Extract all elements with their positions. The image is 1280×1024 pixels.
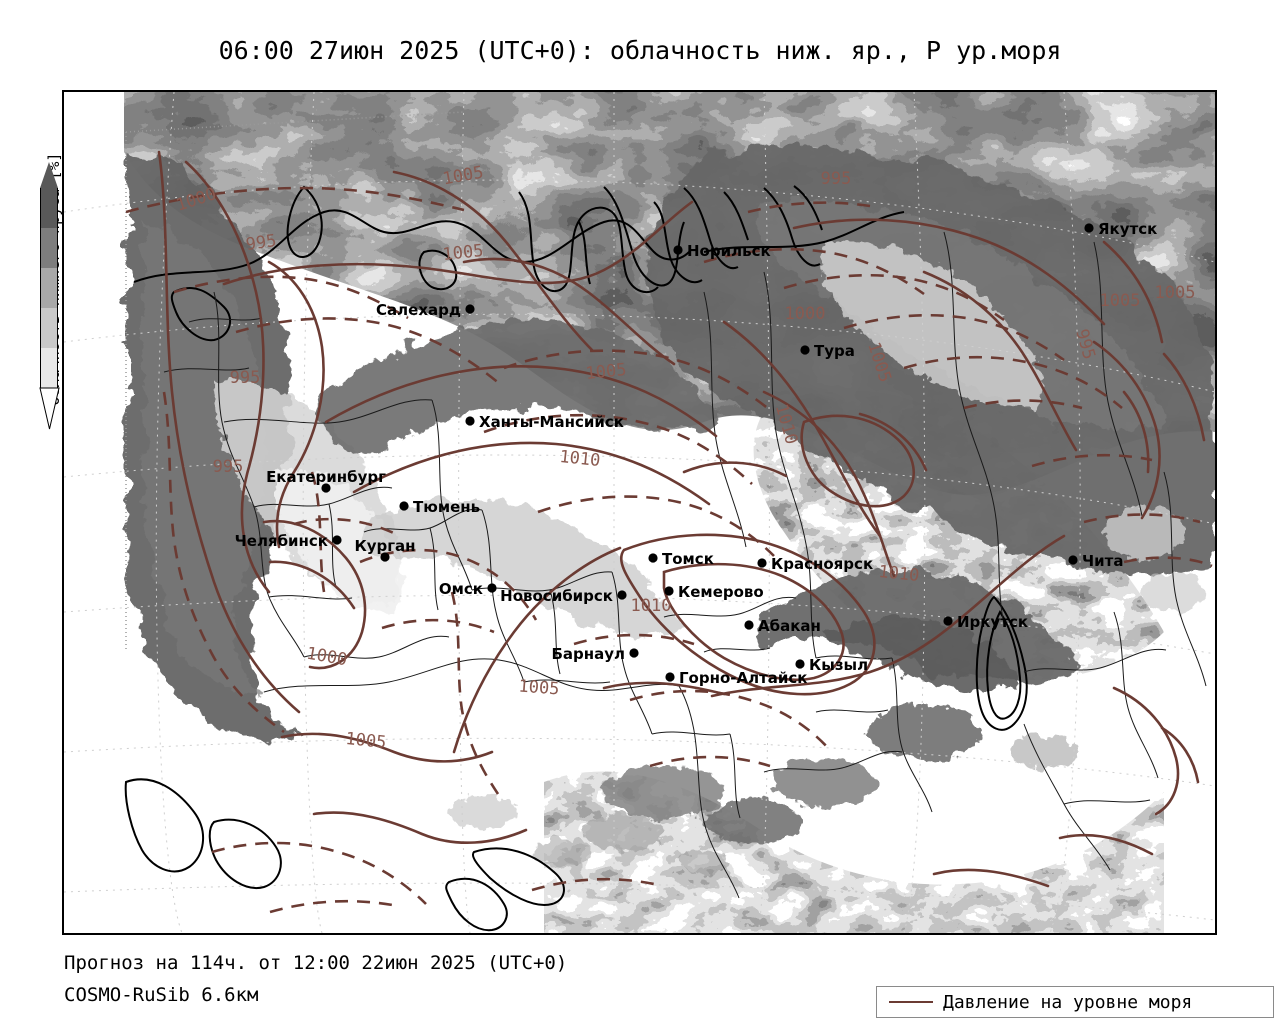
city-marker-dot[interactable] [665, 672, 675, 682]
city-label: Томск [662, 550, 714, 568]
contour-label: 1005 [1155, 283, 1196, 303]
city-label: Челябинск [235, 532, 328, 550]
pressure-contours-dashed [125, 186, 1213, 914]
city-label: Абакан [758, 617, 821, 635]
contour-label: 1010 [877, 562, 920, 586]
city-marker-dot[interactable] [321, 483, 331, 493]
pressure-contours-solid [157, 150, 1206, 888]
city-label: Новосибирск [500, 587, 613, 605]
city-label: Ханты-Мансийск [479, 413, 624, 431]
city-marker-dot[interactable] [332, 535, 342, 545]
contour-label: 995 [821, 169, 852, 189]
city-label: Чита [1082, 552, 1123, 570]
contour-label: 995 [245, 231, 278, 255]
city-label: Курган [354, 537, 415, 555]
pressure-line-swatch [889, 1001, 933, 1003]
city-label: Норильск [687, 242, 771, 260]
colorbar-arrow-top [40, 162, 58, 188]
city-label: Кызыл [809, 656, 868, 674]
map-svg: 1000995995995100010051005100510051010100… [64, 92, 1215, 933]
city-label: Барнаул [551, 645, 625, 663]
city-marker-dot[interactable] [1068, 555, 1078, 565]
colorbar-arrow-bottom [39, 387, 60, 430]
city-label: Тюмень [413, 498, 480, 516]
map-canvas[interactable]: 1000 995 995 995 1000 1005 1005 1005 1005 1010 100… [62, 90, 1217, 935]
city-label: Горно-Алтайск [679, 669, 808, 687]
colorbar-gradient [40, 188, 58, 388]
city-marker-dot[interactable] [943, 616, 953, 626]
city-marker-dot[interactable] [1084, 223, 1094, 233]
city-marker-dot[interactable] [617, 590, 627, 600]
city-marker-dot[interactable] [399, 501, 409, 511]
city-marker-dot[interactable] [648, 553, 658, 563]
model-info-line: COSMO-RuSib 6.6км [64, 984, 259, 1006]
city-marker-dot[interactable] [744, 620, 754, 630]
city-label: Салехард [376, 301, 461, 319]
forecast-info-line: Прогноз на 114ч. от 12:00 22июн 2025 (UT… [64, 952, 568, 974]
city-marker-dot[interactable] [673, 245, 683, 255]
map-legend: Давление на уровне моря [876, 986, 1274, 1018]
page-title: 06:00 27июн 2025 (UTC+0): облачность ниж… [218, 36, 1062, 65]
city-marker-dot[interactable] [380, 552, 390, 562]
city-marker-dot[interactable] [800, 345, 810, 355]
administrative-borders [163, 231, 1207, 899]
contour-label: 1005 [442, 241, 485, 265]
city-label: Иркутск [957, 613, 1028, 631]
colorbar-segment [40, 268, 58, 308]
city-markers: Якутск Норильск Тура Салехард Ханты-Мансийск… [235, 220, 1158, 687]
city-marker-dot[interactable] [465, 304, 475, 314]
city-marker-dot[interactable] [795, 659, 805, 669]
city-label: Красноярск [771, 555, 873, 573]
contour-label: 1005 [518, 677, 560, 700]
city-label: Кемерово [678, 583, 764, 601]
city-marker-dot[interactable] [487, 583, 497, 593]
contour-label: 1000 [785, 304, 826, 324]
contour-label: 1010 [631, 596, 672, 616]
colorbar-segment [40, 308, 58, 348]
legend-label-sea-level-pressure: Давление на уровне моря [943, 991, 1193, 1013]
city-marker-dot[interactable] [664, 586, 674, 596]
contour-label: 995 [230, 368, 261, 388]
contour-label: 995 [213, 457, 244, 477]
contour-label: 1005 [585, 360, 628, 384]
city-marker-dot[interactable] [465, 416, 475, 426]
model-domain-boundary [125, 111, 465, 652]
city-label: Екатеринбург [266, 468, 386, 486]
colorbar-segment [40, 188, 58, 228]
city-label: Тура [814, 342, 855, 360]
colorbar-segment [40, 348, 58, 388]
city-label: Омск [439, 580, 483, 598]
city-label: Якутск [1098, 220, 1157, 238]
contour-label: 1005 [344, 729, 387, 753]
contour-label: 1005 [1100, 291, 1141, 311]
city-marker-dot[interactable] [757, 558, 767, 568]
city-marker-dot[interactable] [629, 648, 639, 658]
contour-label: 1010 [558, 447, 601, 471]
colorbar-segment [40, 228, 58, 268]
